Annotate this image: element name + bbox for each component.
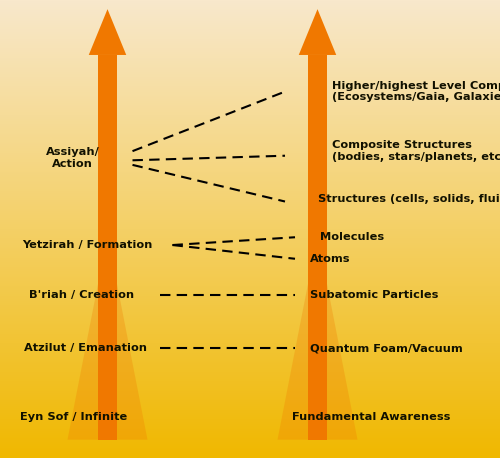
Text: Atzilut / Emanation: Atzilut / Emanation [24, 343, 146, 353]
Text: Fundamental Awareness: Fundamental Awareness [292, 412, 451, 422]
Polygon shape [299, 9, 336, 55]
Text: Yetzirah / Formation: Yetzirah / Formation [22, 240, 152, 250]
Text: Eyn Sof / Infinite: Eyn Sof / Infinite [20, 412, 128, 422]
Text: Quantum Foam/Vacuum: Quantum Foam/Vacuum [310, 343, 463, 353]
Text: Structures (cells, solids, fluids, etc): Structures (cells, solids, fluids, etc) [318, 194, 500, 204]
Text: B'riah / Creation: B'riah / Creation [29, 290, 134, 300]
Polygon shape [278, 284, 357, 440]
Text: Assiyah/
Action: Assiyah/ Action [46, 147, 100, 169]
Polygon shape [68, 284, 148, 440]
Text: Subatomic Particles: Subatomic Particles [310, 290, 438, 300]
Text: Molecules: Molecules [320, 232, 384, 242]
Bar [98, 55, 117, 440]
Text: Higher/highest Level Composites
(Ecosystems/Gaia, Galaxies, etc): Higher/highest Level Composites (Ecosyst… [332, 81, 500, 103]
Polygon shape [89, 9, 126, 55]
Bar [308, 55, 327, 440]
Text: Composite Structures
(bodies, stars/planets, etc): Composite Structures (bodies, stars/plan… [332, 140, 500, 162]
Text: Atoms: Atoms [310, 254, 350, 264]
